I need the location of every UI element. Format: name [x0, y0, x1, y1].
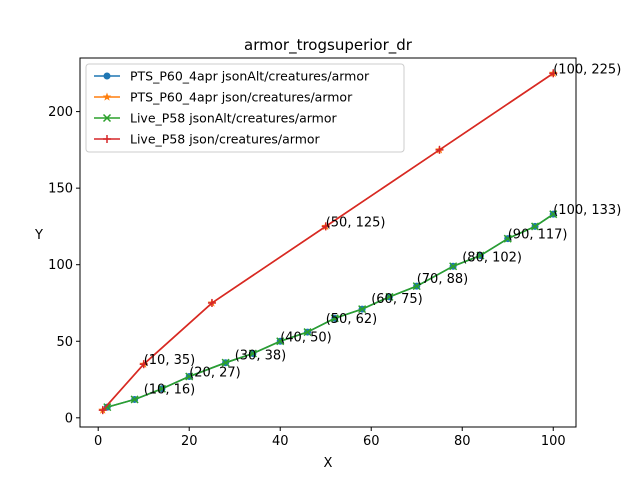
data-point — [412, 282, 421, 291]
legend-marker — [103, 135, 111, 143]
y-tick-label: 150 — [48, 182, 73, 197]
legend-marker — [102, 92, 112, 101]
y-tick-label: 200 — [48, 105, 73, 120]
series-line — [107, 213, 554, 408]
legend-marker — [103, 72, 111, 80]
data-label: (50, 125) — [326, 215, 386, 230]
data-point — [303, 328, 312, 337]
x-tick-label: 0 — [94, 434, 102, 449]
data-label: (30, 38) — [235, 349, 286, 364]
legend-label: Live_P58 json/creatures/armor — [130, 132, 321, 147]
x-axis-label: X — [324, 456, 333, 471]
data-point — [221, 358, 230, 367]
data-label: (50, 62) — [326, 312, 378, 327]
series-4 — [98, 69, 558, 415]
data-point — [207, 298, 216, 307]
legend-item: PTS_P60_4apr json/creatures/armor — [94, 90, 353, 105]
chart-title: armor_trogsuperior_dr — [244, 36, 413, 55]
data-point — [549, 69, 558, 78]
legend-item: PTS_P60_4apr jsonAlt/creatures/armor — [94, 69, 370, 84]
x-tick-label: 20 — [181, 434, 198, 449]
data-label: (60, 75) — [371, 292, 423, 307]
data-label: (100, 133) — [553, 203, 621, 218]
data-point — [276, 337, 285, 346]
plot-area: 0 20 40 60 80 100 0 50 100 150 200 (10, 16) (20, 27)… — [48, 57, 621, 449]
legend-label: Live_P58 jsonAlt/creatures/armor — [130, 111, 337, 126]
data-point — [449, 262, 458, 271]
data-point — [157, 384, 166, 393]
x-tick-label: 40 — [272, 434, 289, 449]
y-tick-label: 0 — [65, 411, 73, 426]
series-3 — [103, 210, 558, 412]
data-label: (100, 225) — [553, 62, 621, 77]
legend-label: PTS_P60_4apr json/creatures/armor — [130, 90, 353, 105]
x-tick-label: 80 — [454, 434, 471, 449]
data-point — [130, 395, 139, 404]
data-label: (80, 102) — [462, 251, 522, 266]
data-label: (10, 16) — [144, 382, 196, 397]
axes-frame — [79, 57, 577, 428]
y-tick-label: 50 — [56, 335, 73, 350]
data-point — [549, 210, 558, 219]
data-point — [358, 305, 367, 314]
data-label: (20, 27) — [189, 365, 241, 380]
data-point — [385, 292, 394, 301]
data-label: (10, 35) — [144, 353, 196, 368]
y-tick-label: 100 — [48, 258, 73, 273]
legend-box — [85, 63, 405, 153]
data-point — [531, 222, 540, 231]
legend-label: PTS_P60_4apr jsonAlt/creatures/armor — [130, 69, 370, 84]
data-point — [321, 222, 330, 231]
data-point — [330, 314, 339, 323]
data-point — [248, 349, 257, 358]
x-tick-label: 60 — [363, 434, 380, 449]
data-point — [98, 406, 107, 415]
legend-item: Live_P58 jsonAlt/creatures/armor — [94, 111, 337, 126]
series-line — [107, 213, 554, 408]
legend-item: Live_P58 json/creatures/armor — [94, 132, 321, 147]
data-point — [185, 372, 194, 381]
data-point — [139, 360, 148, 369]
data-point — [503, 234, 512, 243]
x-tick-label: 100 — [541, 434, 566, 449]
legend: PTS_P60_4apr jsonAlt/creatures/armor PTS_… — [85, 63, 405, 153]
data-point — [435, 145, 444, 154]
data-label: (40, 50) — [280, 330, 332, 345]
series-line — [102, 72, 554, 411]
data-label: (90, 117) — [508, 228, 568, 243]
series-1 — [103, 210, 557, 411]
y-axis-label: Y — [34, 228, 43, 243]
legend-marker — [102, 113, 112, 123]
data-point — [476, 251, 485, 260]
data-label: (70, 88) — [417, 272, 469, 287]
